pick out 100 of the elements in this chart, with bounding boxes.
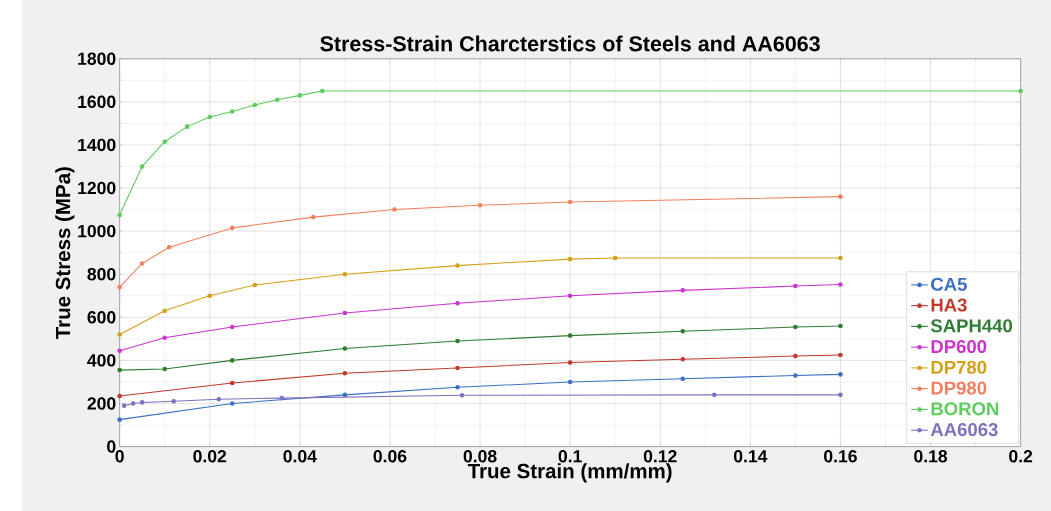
point (162, 335, 167, 340)
point (117, 284, 122, 290)
point (342, 346, 348, 351)
point (139, 164, 145, 169)
y-axis-title: True Stress (MPa) (55, 167, 75, 339)
point (342, 392, 348, 398)
point (455, 300, 460, 306)
point (455, 263, 460, 268)
y-tick-label: 1800 (78, 52, 116, 65)
y-tick-label: 600 (87, 310, 116, 324)
point (229, 401, 235, 406)
point (117, 417, 122, 422)
point (117, 393, 122, 399)
point (252, 102, 258, 108)
x-tick-label: 0.08 (463, 449, 497, 463)
x-tick-label: 0.12 (643, 449, 677, 463)
point (279, 395, 285, 401)
point (838, 392, 843, 398)
point (117, 332, 122, 337)
point (793, 373, 798, 378)
y-tick-label: 200 (87, 397, 116, 410)
point (838, 194, 843, 199)
legend-label: CA5 (931, 277, 967, 291)
y-tick-label: 1200 (78, 181, 116, 195)
x-tick-label: 0.04 (283, 449, 317, 463)
point (320, 88, 325, 94)
point (680, 328, 686, 334)
point (793, 283, 798, 289)
point (793, 353, 798, 359)
y-tick-label: 1400 (78, 138, 116, 152)
point (162, 139, 167, 144)
legend-label: DP780 (931, 360, 987, 374)
legend-label: AA6063 (930, 422, 998, 437)
point (117, 348, 122, 353)
point (459, 392, 465, 398)
point (229, 324, 235, 330)
point (680, 376, 686, 381)
point (793, 324, 798, 330)
point (207, 293, 213, 298)
point (455, 338, 460, 344)
y-tick-label: 1000 (78, 224, 116, 238)
point (477, 202, 483, 208)
point (838, 255, 843, 261)
point (229, 380, 235, 386)
legend-label: DP980 (931, 381, 987, 395)
point (455, 384, 460, 390)
point (838, 323, 843, 329)
x-tick-label: 0.2 (1009, 449, 1033, 463)
point (455, 365, 460, 371)
point (184, 124, 190, 129)
point (712, 392, 717, 398)
y-tick-label: 800 (87, 267, 116, 281)
x-tick-label: 0.18 (914, 449, 948, 463)
point (162, 366, 167, 372)
point (342, 310, 348, 316)
point (121, 403, 127, 408)
y-tick-label: 400 (87, 354, 116, 367)
point (297, 92, 303, 98)
legend-label: SAPH440 (930, 319, 1012, 333)
point (117, 212, 122, 218)
point (166, 244, 172, 250)
point (612, 255, 618, 261)
point (680, 356, 686, 362)
point (567, 199, 573, 205)
point (567, 360, 573, 365)
point (838, 282, 843, 287)
x-tick-label: 0.14 (733, 449, 768, 463)
point (229, 109, 235, 114)
point (130, 401, 136, 406)
y-tick-label: 0 (107, 440, 116, 453)
point (252, 282, 258, 288)
point (207, 114, 213, 120)
point (229, 357, 235, 363)
point (1018, 88, 1023, 94)
x-tick-label: 0.02 (193, 449, 227, 463)
point (680, 287, 686, 293)
chart-title: Stress-Strain Charcterstics of Steels and AA6063 (320, 35, 820, 52)
point (838, 372, 843, 377)
point (117, 367, 122, 373)
point (567, 333, 573, 338)
point (162, 308, 167, 314)
point (216, 396, 222, 402)
y-tick-label: 1600 (78, 95, 116, 108)
point (139, 261, 145, 266)
point (311, 214, 316, 220)
legend-label: HA3 (931, 298, 967, 312)
point (342, 370, 348, 376)
point (392, 207, 397, 212)
x-tick-label: 0.06 (373, 449, 407, 463)
point (139, 400, 145, 405)
point (342, 271, 348, 277)
point (229, 225, 235, 231)
point (275, 97, 280, 102)
point (171, 398, 176, 404)
x-axis-title: True Strain (mm/mm) (467, 463, 672, 483)
x-tick-label: 0.1 (558, 449, 582, 463)
legend-label: BORON (931, 402, 999, 416)
point (567, 379, 573, 385)
legend-label: DP600 (931, 339, 987, 353)
point (567, 256, 573, 262)
